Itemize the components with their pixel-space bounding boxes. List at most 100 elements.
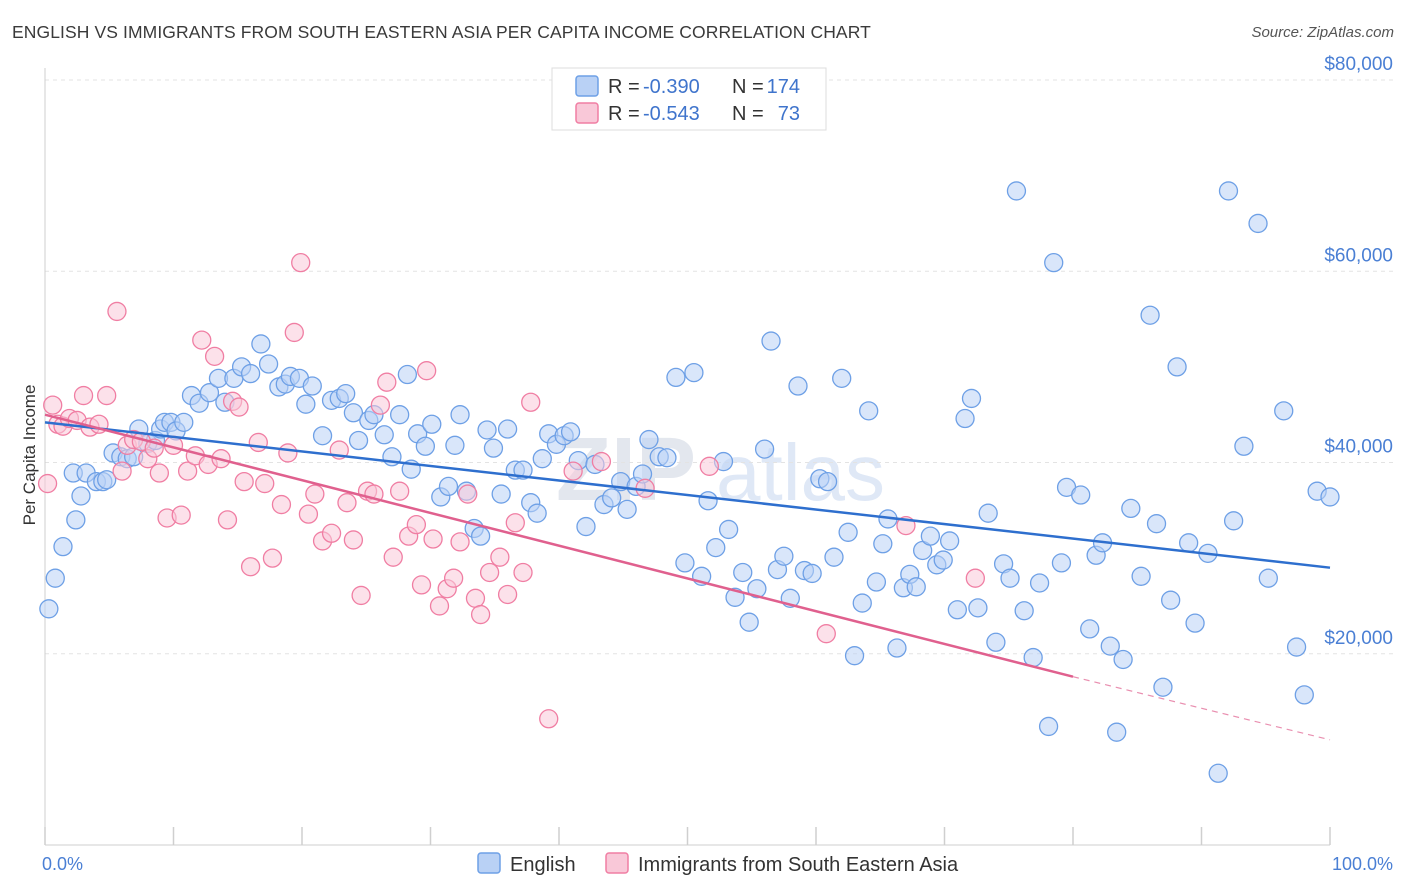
english-point-127 (955, 408, 975, 429)
english-point-122 (920, 526, 941, 546)
english-point-112 (852, 593, 872, 613)
english-point-114 (866, 572, 887, 592)
english-point-101 (774, 546, 794, 566)
english-point-69 (532, 449, 552, 469)
english-point-88 (684, 362, 704, 383)
immigrants-point-69 (513, 562, 533, 583)
english-point-153 (1153, 677, 1173, 697)
immigrants-point-37 (284, 322, 304, 343)
x-axis-min-label: 0.0% (42, 854, 83, 874)
immigrants-point-70 (521, 392, 541, 412)
english-point-30 (251, 334, 271, 354)
y-tick-labels: $20,000 $40,000 $60,000 $80,000 (1324, 54, 1393, 649)
english-point-151 (1140, 305, 1160, 325)
english-point-154 (1161, 590, 1181, 610)
immigrants-point-20 (171, 505, 191, 525)
english-point-97 (747, 579, 767, 599)
immigrants-point-0 (37, 473, 58, 494)
english-point-134 (1006, 181, 1027, 201)
legend-r-value-immigrants: -0.543 (643, 103, 700, 125)
english-point-43 (348, 430, 369, 451)
immigrants-point-62 (458, 484, 478, 504)
series-legend-swatch-immigrants (605, 852, 629, 874)
english-point-5 (71, 486, 91, 506)
immigrants-point-51 (383, 547, 403, 567)
immigrants-point-67 (497, 584, 518, 605)
english-point-167 (1294, 685, 1314, 705)
english-point-140 (1051, 553, 1072, 573)
english-point-113 (859, 401, 879, 421)
immigrants-point-31 (240, 557, 261, 577)
english-point-95 (733, 562, 753, 583)
english-point-152 (1146, 514, 1167, 534)
english-point-21 (174, 412, 194, 432)
immigrants-point-35 (271, 494, 292, 515)
english-point-166 (1286, 637, 1307, 657)
english-point-129 (968, 598, 988, 618)
english-point-29 (240, 363, 261, 384)
immigrants-point-63 (465, 588, 486, 608)
english-point-107 (817, 471, 838, 492)
english-point-9 (97, 470, 117, 490)
immigrants-point-17 (149, 463, 170, 483)
english-point-155 (1167, 357, 1187, 377)
immigrants-point-9 (97, 385, 117, 406)
series-legend: English Immigrants from South Eastern As… (477, 852, 959, 876)
english-point-117 (887, 638, 907, 658)
immigrants-trend-line (44, 413, 1074, 678)
english-point-124 (933, 550, 953, 570)
english-point-68 (527, 503, 547, 523)
english-point-109 (832, 368, 852, 389)
watermark-atlas: atlas (716, 428, 885, 517)
english-point-125 (939, 531, 960, 551)
english-point-98 (754, 439, 775, 459)
immigrants-point-68 (505, 513, 525, 533)
english-point-162 (1234, 436, 1254, 456)
immigrants-point-66 (490, 547, 510, 567)
series-legend-label-immigrants: Immigrants from South Eastern Asia (638, 854, 959, 876)
immigrants-point-30 (234, 471, 254, 492)
y-tick-label-0: $20,000 (1324, 628, 1393, 649)
immigrants-point-71 (539, 709, 559, 729)
immigrants-point-6 (73, 385, 94, 406)
immigrants-point-36 (278, 443, 298, 463)
immigrants-point-1 (43, 395, 63, 415)
english-point-52 (415, 436, 436, 456)
english-point-147 (1107, 722, 1127, 742)
english-point-31 (258, 354, 279, 374)
legend-swatch-english (575, 75, 599, 97)
english-point-105 (802, 563, 822, 584)
english-point-80 (617, 499, 637, 520)
english-point-41 (336, 383, 356, 404)
english-point-46 (374, 425, 394, 445)
english-point-143 (1080, 619, 1100, 639)
english-point-93 (718, 519, 739, 540)
immigrants-point-54 (406, 515, 427, 535)
immigrants-point-39 (298, 504, 319, 524)
legend-n-value-immigrants: 73 (778, 103, 800, 125)
english-point-108 (824, 547, 844, 567)
english-point-135 (1014, 601, 1034, 621)
english-point-42 (343, 403, 364, 423)
english-point-128 (961, 388, 982, 409)
english-point-130 (978, 503, 998, 523)
english-point-149 (1121, 498, 1141, 519)
legend-swatch-immigrants (575, 102, 599, 124)
immigrants-point-40 (305, 484, 325, 504)
immigrants-point-21 (177, 461, 198, 481)
english-point-150 (1131, 566, 1151, 586)
immigrants-point-61 (450, 532, 470, 552)
immigrants-point-23 (192, 330, 212, 350)
english-point-64 (497, 419, 518, 439)
series-legend-label-english: English (510, 854, 576, 876)
x-axis-max-label: 100.0% (1332, 854, 1393, 874)
legend-r-label-immigrants: R = (608, 103, 640, 125)
english-point-78 (602, 488, 622, 508)
english-point-73 (560, 422, 581, 442)
english-point-38 (312, 426, 333, 446)
legend-n-label-english: N = (732, 76, 764, 98)
immigrants-point-33 (255, 473, 275, 494)
axes (44, 68, 1331, 846)
immigrants-point-60 (443, 568, 464, 588)
english-point-24 (199, 383, 220, 403)
